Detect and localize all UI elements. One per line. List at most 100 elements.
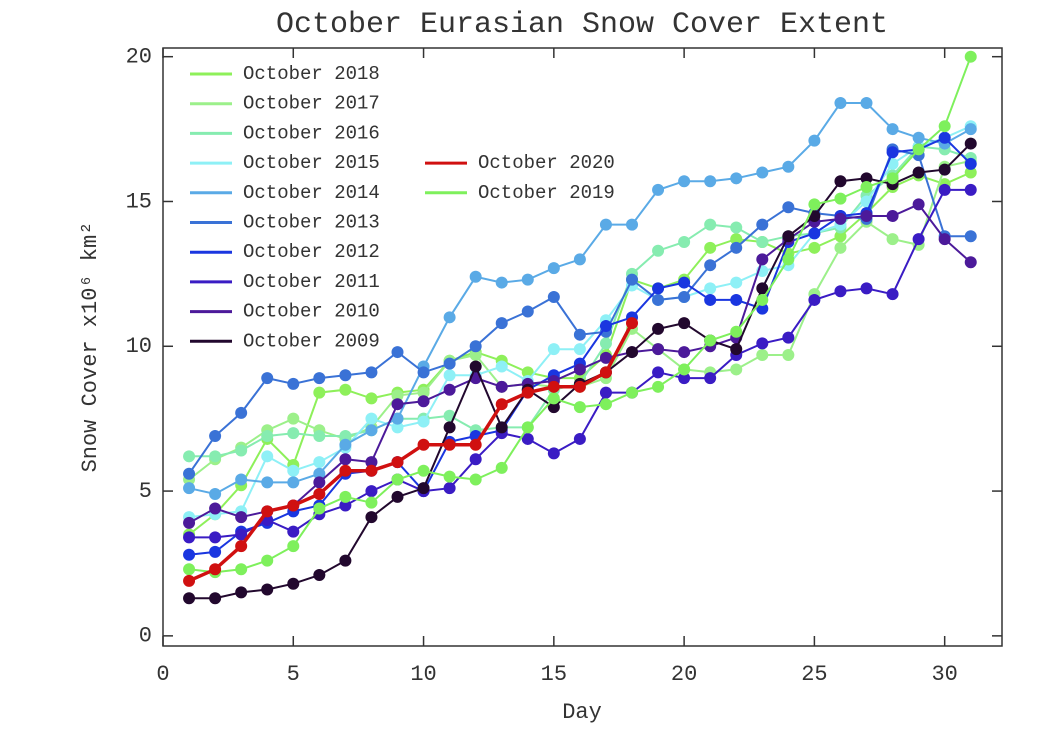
legend-label: October 2014 [243,182,380,204]
legend-label: October 2019 [478,182,615,204]
data-point [626,273,639,286]
data-point [808,293,821,306]
legend-label: October 2020 [478,152,615,174]
data-point [573,328,586,341]
data-point [443,438,456,451]
data-point [912,131,925,144]
data-point [313,456,326,469]
data-point [261,583,274,596]
data-point [782,348,795,361]
data-point [417,464,430,477]
data-point [209,450,222,463]
legend-label: October 2010 [243,301,380,323]
data-point [261,476,274,489]
data-point [599,386,612,399]
data-point [756,218,769,231]
data-point [547,447,560,460]
data-point [183,531,196,544]
data-point [209,563,222,576]
data-point [547,380,560,393]
data-point [365,485,378,498]
data-point [261,505,274,518]
data-point [391,421,404,434]
x-tick-label: 25 [801,662,827,687]
data-point [469,360,482,373]
data-point [339,499,352,512]
data-point [287,499,300,512]
data-point [365,464,378,477]
data-point [209,502,222,515]
data-point [704,293,717,306]
data-point [339,430,352,443]
legend-label: October 2011 [243,271,380,293]
data-point [652,380,665,393]
data-point [860,181,873,194]
legend-label: October 2012 [243,241,380,263]
data-point [599,320,612,333]
data-point [521,273,534,286]
data-point [573,363,586,376]
data-point [652,282,665,295]
data-point [886,209,899,222]
data-point [730,325,743,338]
data-point [886,288,899,301]
data-point [391,346,404,359]
data-point [313,569,326,582]
data-point [183,516,196,529]
data-point [365,496,378,509]
y-tick-label: 15 [126,189,152,214]
data-point [782,331,795,344]
data-point [521,305,534,318]
data-point [313,487,326,500]
legend-label: October 2013 [243,212,380,234]
data-point [704,282,717,295]
legend-label: October 2018 [243,63,380,85]
data-point [235,444,248,457]
data-point [886,146,899,159]
y-axis-label: Snow Cover x10⁶ km² [78,222,103,473]
data-point [287,412,300,425]
data-point [886,172,899,185]
x-tick-label: 15 [541,662,567,687]
data-point [521,432,534,445]
data-point [964,157,977,170]
data-point [938,163,951,176]
data-point [704,259,717,272]
data-point [365,412,378,425]
data-point [678,317,691,330]
data-point [287,377,300,390]
data-point [678,236,691,249]
data-point [626,386,639,399]
data-point [834,241,847,254]
data-point [417,386,430,399]
data-point [469,473,482,486]
data-point [365,366,378,379]
x-tick-label: 30 [931,662,957,687]
legend-label: October 2017 [243,93,380,115]
data-point [678,372,691,385]
data-point [730,343,743,356]
data-point [313,467,326,480]
data-point [391,389,404,402]
x-tick-label: 0 [156,662,169,687]
data-point [964,256,977,269]
data-point [183,592,196,605]
data-point [261,554,274,567]
data-point [964,137,977,150]
data-point [261,430,274,443]
data-point [495,317,508,330]
data-point [495,461,508,474]
series [183,317,639,587]
data-point [860,282,873,295]
data-point [938,183,951,196]
data-point [964,166,977,179]
data-point [339,490,352,503]
data-point [782,160,795,173]
data-point [730,363,743,376]
data-point [834,230,847,243]
chart-title: October Eurasian Snow Cover Extent [276,8,888,42]
data-point [521,366,534,379]
data-point [391,412,404,425]
series [183,97,977,500]
data-point [756,293,769,306]
